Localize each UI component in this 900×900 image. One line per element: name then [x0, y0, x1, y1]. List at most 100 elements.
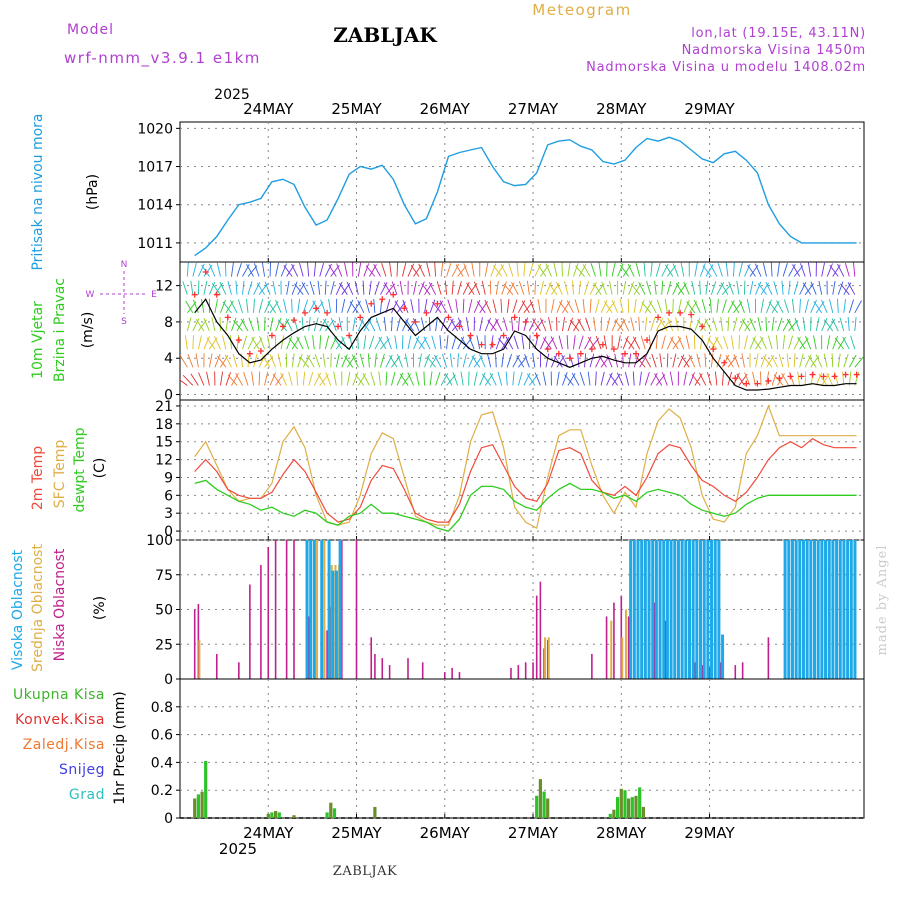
- wind-barb: [237, 299, 243, 313]
- wind-barb: [572, 280, 574, 295]
- gust-marker: [500, 332, 507, 339]
- wind-barb: [473, 281, 481, 295]
- gust-marker: [379, 296, 386, 303]
- gust-marker: [544, 346, 551, 353]
- wind-barb: [495, 335, 502, 350]
- wind-barb: [715, 336, 723, 350]
- wind-barb: [227, 281, 232, 295]
- wind-barb: [680, 355, 690, 368]
- y-tick-label: 1020: [137, 121, 173, 137]
- wind-barb: [296, 371, 299, 386]
- wind-barb: [247, 336, 255, 350]
- wind-barb: [449, 353, 453, 368]
- wind-barb: [319, 318, 327, 332]
- wind-barb: [573, 335, 576, 350]
- wind-barb: [783, 299, 790, 313]
- gust-marker: [710, 346, 717, 353]
- wind-barb: [633, 353, 640, 368]
- wind-barb: [566, 300, 574, 314]
- wind-barb: [217, 355, 227, 368]
- wind-barb: [733, 372, 740, 386]
- wind-barb: [614, 319, 624, 332]
- wind-barb: [418, 353, 422, 368]
- wind-barb: [738, 262, 743, 277]
- y-tick-label: 12: [155, 279, 173, 295]
- wind-barb: [589, 282, 597, 295]
- wind-barb: [214, 354, 221, 368]
- precip-bar: [196, 794, 200, 818]
- wind-barb: [826, 263, 833, 277]
- wind-barb: [788, 263, 796, 277]
- gust-marker: [743, 380, 750, 387]
- gust-marker: [566, 355, 573, 362]
- wind-barb: [837, 298, 839, 313]
- wind-barb: [492, 265, 503, 277]
- wind-barb: [683, 371, 687, 386]
- wind-barb: [606, 372, 613, 386]
- wind-barb: [584, 336, 592, 350]
- wind-barb: [609, 280, 613, 295]
- wind-barb: [595, 335, 602, 350]
- precip-bar: [623, 790, 627, 818]
- wind-barb: [574, 299, 580, 313]
- wind-barb: [465, 317, 470, 332]
- wind-barb: [479, 354, 486, 368]
- wind-barb: [256, 282, 265, 295]
- wind-barb: [216, 262, 221, 277]
- cloud-panel: 0 25 50 75 100: [146, 533, 865, 688]
- wind-barb: [222, 335, 227, 350]
- legend-hail: Grad: [69, 787, 105, 803]
- wind-barb: [328, 298, 332, 313]
- wind-barb: [831, 353, 834, 368]
- wind-barb: [815, 317, 820, 332]
- wind-barb: [370, 371, 376, 386]
- wind-barb: [344, 355, 354, 368]
- wind-barb: [619, 299, 624, 313]
- wind-barb: [495, 353, 497, 368]
- wind-barb: [848, 299, 855, 313]
- wind-barb: [423, 371, 425, 386]
- gust-marker: [291, 317, 297, 324]
- year-label-bottom: 2025: [219, 840, 257, 858]
- wind-barb: [484, 299, 492, 314]
- wind-barb: [709, 298, 712, 313]
- wind-barb: [214, 336, 221, 350]
- wind-barb: [788, 335, 794, 350]
- wind-barb: [545, 263, 552, 277]
- precip-bar: [619, 788, 623, 818]
- wind-barb: [848, 354, 857, 368]
- wind-barb: [186, 262, 189, 277]
- cloud-title-3: Niska Oblacnost: [52, 548, 68, 661]
- wind-barb: [598, 355, 607, 368]
- wind-barb: [497, 371, 503, 386]
- legend-total-rain: Ukupna Kisa: [13, 687, 105, 703]
- wind-barb: [291, 353, 295, 368]
- wind-barb: [471, 262, 475, 277]
- wind-barb: [714, 371, 718, 386]
- wind-barb: [269, 372, 277, 386]
- y-tick-label: 0.8: [151, 700, 173, 716]
- wind-barb: [725, 355, 734, 368]
- wind-barb: [462, 281, 470, 295]
- wind-barb: [203, 336, 210, 350]
- wind-barb: [412, 318, 420, 332]
- wind-barb: [187, 354, 194, 368]
- wind-barb: [208, 263, 216, 277]
- precip-bar: [535, 795, 539, 818]
- wind-barb: [797, 371, 801, 386]
- wind-barb: [537, 264, 547, 277]
- wind-barb: [805, 335, 812, 350]
- wind-barb: [426, 356, 436, 368]
- wind-barb: [502, 317, 508, 332]
- wind-barb: [799, 298, 801, 313]
- top-day-labels: 24MAY 25MAY 26MAY 27MAY 28MAY 29MAY: [243, 100, 735, 118]
- wind-barb: [813, 301, 823, 314]
- pressure-panel: 1011 1014 1017 1020: [137, 121, 865, 263]
- wind-barb: [182, 281, 188, 295]
- precip-bar: [612, 809, 616, 818]
- wind-barb: [854, 317, 857, 332]
- precip-bar: [630, 797, 634, 818]
- wind-barb: [550, 336, 558, 350]
- day-label-bottom: 27MAY: [508, 824, 559, 842]
- wind-barb: [368, 280, 372, 295]
